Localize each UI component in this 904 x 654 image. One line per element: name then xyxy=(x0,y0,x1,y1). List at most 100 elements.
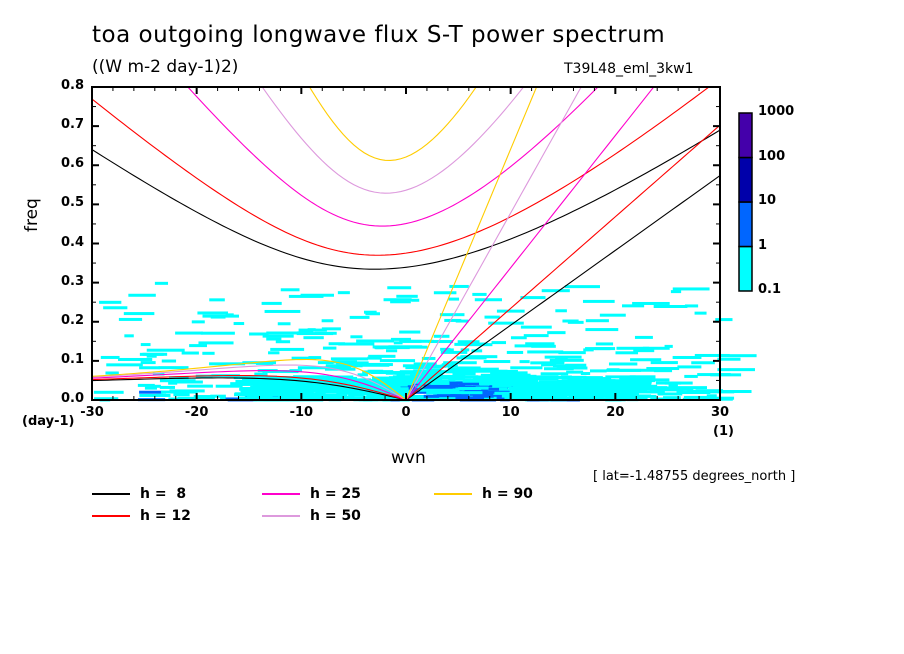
x-tick-label: 30 xyxy=(710,405,730,420)
spectrum-cell xyxy=(457,366,481,370)
spectrum-cell xyxy=(631,376,656,380)
spectrum-cell xyxy=(458,387,482,391)
spectrum-cell xyxy=(279,382,298,386)
spectrum-cell xyxy=(478,390,510,394)
spectrum-cell xyxy=(342,397,370,401)
spectrum-cell xyxy=(519,360,530,364)
spectrum-cell xyxy=(300,293,334,297)
spectrum-cell xyxy=(159,385,176,389)
spectrum-cell xyxy=(441,363,455,367)
spectrum-cell xyxy=(718,354,757,358)
spectrum-cell xyxy=(348,393,365,397)
spectrum-cell xyxy=(413,362,437,366)
spectrum-cell xyxy=(559,396,573,400)
legend-item: h = 50 xyxy=(262,508,361,524)
spectrum-cell xyxy=(502,383,527,387)
inertia-gravity-wave-line xyxy=(261,87,525,194)
spectrum-cell xyxy=(383,298,412,302)
spectrum-cell xyxy=(653,369,673,373)
spectrum-cell xyxy=(684,374,698,378)
spectrum-cell xyxy=(530,361,565,365)
spectrum-cell xyxy=(154,281,169,285)
spectrum-cell xyxy=(585,347,616,351)
spectrum-cell xyxy=(304,330,314,334)
spectrum-cell xyxy=(456,381,489,385)
spectrum-cell xyxy=(603,379,616,383)
spectrum-cell xyxy=(560,380,577,384)
run-id-label: T39L48_eml_3kw1 xyxy=(564,61,694,77)
spectrum-cell xyxy=(443,361,477,365)
spectrum-cell xyxy=(462,367,499,371)
spectrum-cell xyxy=(198,341,234,345)
spectrum-cell xyxy=(370,395,391,399)
spectrum-cell xyxy=(474,379,508,383)
spectrum-cell xyxy=(139,366,160,370)
dispersion-curve-h12 xyxy=(92,87,720,400)
y-tick-label: 0.2 xyxy=(60,312,84,328)
spectrum-cell xyxy=(277,322,291,326)
spectrum-cell xyxy=(230,382,243,386)
spectrum-cell xyxy=(547,331,566,335)
spectrum-cell xyxy=(664,381,682,385)
colorbar-label: 0.1 xyxy=(758,282,782,297)
spectrum-cell xyxy=(528,392,563,396)
spectrum-cell xyxy=(646,367,680,371)
spectrum-cell xyxy=(439,313,465,317)
spectrum-cell xyxy=(719,390,752,394)
spectrum-cell xyxy=(585,319,609,323)
spectrum-cell xyxy=(93,390,124,394)
spectrum-cell xyxy=(564,285,600,289)
spectrum-cell xyxy=(310,386,330,390)
spectrum-cell xyxy=(620,378,642,382)
spectrum-cell xyxy=(423,386,450,390)
spectrum-cell xyxy=(397,375,420,379)
spectrum-cell xyxy=(583,385,614,389)
legend-label: h = 50 xyxy=(310,508,361,524)
spectrum-cell xyxy=(653,304,688,308)
spectrum-cell xyxy=(625,387,656,391)
spectrum-cell xyxy=(273,379,305,383)
spectrum-cell xyxy=(437,394,456,398)
spectrum-cell xyxy=(140,361,156,365)
spectrum-cell xyxy=(409,380,430,384)
colorbar-swatch xyxy=(738,201,753,248)
spectrum-cell xyxy=(558,351,586,355)
spectrum-cell xyxy=(567,320,584,324)
spectrum-cell xyxy=(255,384,289,388)
spectrum-cell xyxy=(402,364,432,368)
dispersion-curve-h90 xyxy=(92,87,538,400)
spectrum-cell xyxy=(330,382,342,386)
spectrum-cell xyxy=(618,395,633,399)
kelvin-wave-line xyxy=(405,87,538,400)
spectrum-cell xyxy=(209,298,225,302)
spectrum-cell xyxy=(548,376,582,380)
spectrum-cell xyxy=(382,387,409,391)
spectrum-cell xyxy=(362,385,391,389)
spectrum-cell xyxy=(294,376,310,380)
spectrum-cell xyxy=(556,366,588,370)
spectrum-cell xyxy=(472,292,487,296)
spectrum-cell xyxy=(464,343,493,347)
x-tick-label: -30 xyxy=(80,405,104,420)
spectrum-cell xyxy=(422,397,440,401)
spectrum-cell xyxy=(642,346,670,350)
spectrum-cell xyxy=(411,298,420,302)
spectrum-cell xyxy=(510,336,527,340)
spectrum-cell xyxy=(520,325,552,329)
spectrum-cell xyxy=(242,388,266,392)
spectrum-cell xyxy=(585,389,614,393)
spectrum-cell xyxy=(332,366,352,370)
spectrum-cell xyxy=(506,350,524,354)
spectrum-cell xyxy=(265,392,279,396)
colorbar-label: 1000 xyxy=(758,104,795,119)
spectrum-cell xyxy=(608,392,626,396)
x-tick-label: -10 xyxy=(289,405,314,420)
spectrum-cell xyxy=(191,320,205,324)
spectrum-cell xyxy=(496,309,525,313)
y-tick-label: 0.0 xyxy=(60,391,84,406)
spectrum-cell xyxy=(531,390,554,394)
spectrum-cell xyxy=(368,354,396,358)
y-tick-label: 0.1 xyxy=(60,351,84,367)
spectrum-cell xyxy=(428,340,454,344)
spectrum-cell xyxy=(615,351,639,355)
